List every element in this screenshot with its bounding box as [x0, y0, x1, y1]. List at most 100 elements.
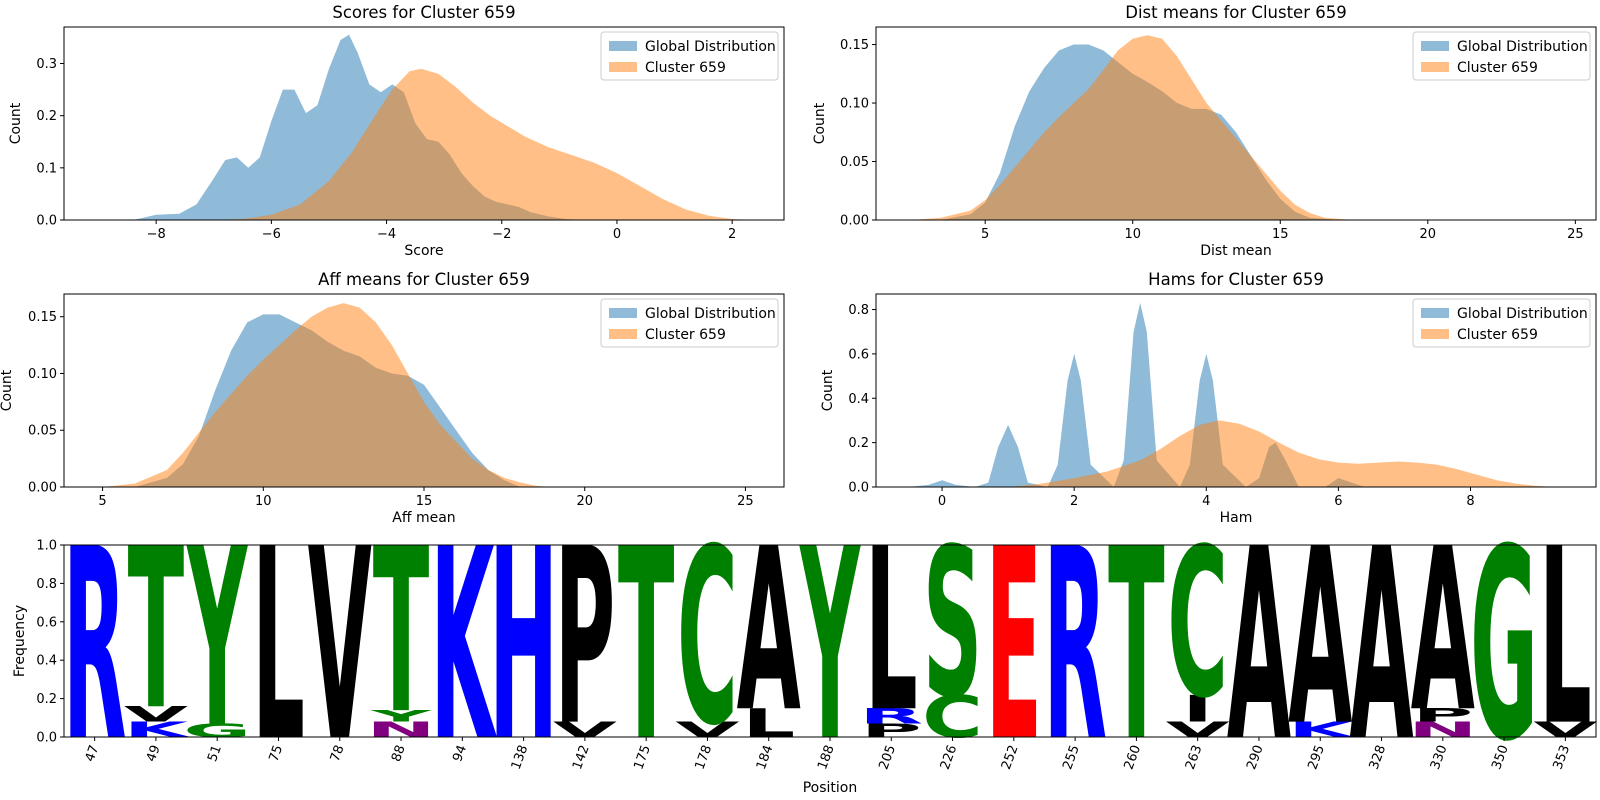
y-tick-label: 0.2 — [36, 109, 57, 124]
legend-swatch-global — [1421, 308, 1449, 318]
logo-letter: P — [555, 497, 616, 779]
chart-title: Scores for Cluster 659 — [332, 3, 515, 22]
x-tick-label: 49 — [144, 743, 164, 764]
legend-label: Global Distribution — [645, 39, 776, 55]
legend-box — [1412, 298, 1591, 348]
logo-letter: G — [183, 720, 251, 742]
logo-letter: T — [373, 502, 429, 765]
logo-letter: K — [1288, 718, 1355, 742]
logo-position-205: PRL — [859, 500, 923, 761]
legend-box — [600, 298, 779, 348]
x-tick-label: 5 — [98, 494, 106, 509]
logo-position-49: KVT — [124, 502, 191, 759]
logo-letter: L — [865, 500, 918, 761]
y-tick-label: 0.4 — [848, 392, 869, 407]
plot-frame — [875, 26, 1597, 221]
chart-title: Hams for Cluster 659 — [1148, 270, 1324, 289]
global-distribution-area — [909, 302, 1365, 487]
global-distribution-area — [133, 34, 583, 220]
y-tick-label: 0.05 — [28, 424, 57, 439]
legend-swatch-cluster — [1421, 62, 1449, 72]
x-tick-label: 10 — [1124, 227, 1141, 242]
x-tick-label: 47 — [83, 743, 103, 764]
legend-swatch-cluster — [609, 329, 637, 339]
logo-letter: I — [1182, 688, 1213, 731]
legend-box — [1412, 31, 1591, 81]
legend-swatch-global — [1421, 41, 1449, 51]
x-tick-label: 15 — [416, 494, 433, 509]
legend-label: Global Distribution — [1457, 306, 1588, 322]
y-tick-label: 0.2 — [36, 692, 57, 707]
y-tick-label: 0.4 — [36, 654, 57, 669]
x-tick-label: 2 — [728, 227, 736, 242]
x-tick-label: 6 — [1334, 494, 1342, 509]
logo-position-88: NYT — [366, 502, 435, 765]
x-tick-label: 51 — [205, 743, 225, 764]
y-axis-label: Count — [0, 369, 15, 411]
legend-label: Cluster 659 — [645, 60, 726, 76]
plot-frame — [875, 293, 1597, 488]
legend: Global Distribution Cluster 659 — [600, 31, 779, 81]
y-tick-label: 0.0 — [36, 214, 57, 229]
y-tick-label: 0.00 — [840, 214, 869, 229]
x-tick-label: 25 — [737, 494, 754, 509]
x-axis-label: Aff mean — [392, 510, 455, 526]
chart-title: Aff means for Cluster 659 — [318, 270, 530, 289]
y-tick-label: 0.10 — [840, 97, 869, 112]
y-axis-label: Count — [8, 102, 24, 144]
legend-swatch-global — [609, 41, 637, 51]
y-tick-label: 0.00 — [28, 481, 57, 496]
logo-position-178: VC — [675, 497, 739, 779]
logo-letter: C — [1167, 505, 1228, 744]
logo-letter: R — [859, 704, 923, 728]
logo-letter: L — [1539, 497, 1592, 779]
legend: Global Distribution Cluster 659 — [1412, 31, 1591, 81]
cluster-area — [911, 35, 1354, 221]
x-axis-label: Dist mean — [1200, 243, 1272, 259]
x-tick-label: 8 — [1466, 494, 1474, 509]
logo-letter: C — [677, 497, 738, 779]
y-tick-label: 1.0 — [36, 539, 57, 554]
x-tick-label: 25 — [1567, 227, 1584, 242]
x-tick-label: −4 — [377, 227, 396, 242]
x-tick-label: 20 — [1420, 227, 1437, 242]
x-tick-label: 94 — [450, 743, 470, 764]
chart-title: Dist means for Cluster 659 — [1125, 3, 1346, 22]
y-tick-label: 0.0 — [848, 481, 869, 496]
x-tick-label: 263 — [1183, 743, 1206, 771]
logo-letter: P — [1412, 705, 1473, 727]
logo-letter: S — [923, 505, 983, 744]
legend-label: Cluster 659 — [645, 327, 726, 343]
y-tick-label: 0.15 — [840, 38, 869, 53]
logo-letter: K — [124, 718, 191, 742]
legend-box — [600, 31, 779, 81]
x-tick-label: 2 — [1070, 494, 1078, 509]
legend: Global Distribution Cluster 659 — [600, 298, 779, 348]
cluster-area — [202, 68, 756, 220]
legend-swatch-global — [609, 308, 637, 318]
legend-swatch-cluster — [609, 62, 637, 72]
x-tick-label: 4 — [1202, 494, 1210, 509]
x-axis-label: Position — [803, 780, 858, 796]
plot-frame — [63, 26, 785, 221]
logo-letter: A — [1288, 497, 1352, 779]
cluster-area — [102, 303, 553, 487]
y-tick-label: 0.8 — [36, 577, 57, 592]
x-tick-label: 0 — [938, 494, 946, 509]
y-tick-label: 0.6 — [36, 615, 57, 630]
x-tick-label: 78 — [328, 743, 348, 764]
legend: Global Distribution Cluster 659 — [1412, 298, 1591, 348]
logo-letter: A — [1411, 500, 1475, 761]
kde-chart-2: 5 10 15 20 25 0.00 0.05 0.10 0.15 Dist means for … — [812, 3, 1597, 259]
x-tick-label: 10 — [255, 494, 272, 509]
logo-letter: T — [128, 502, 185, 759]
y-tick-label: 0.15 — [28, 310, 57, 325]
logo-position-226: CS — [922, 505, 983, 751]
legend-swatch-cluster — [1421, 329, 1449, 339]
y-axis-label: Count — [812, 102, 828, 144]
logo-position-184: LA — [737, 500, 801, 761]
kde-chart-4: 0 2 4 6 8 0.0 0.2 0.4 0.6 0.8 Hams for Cluster 659… — [820, 270, 1597, 526]
y-axis-label: Count — [820, 369, 836, 411]
